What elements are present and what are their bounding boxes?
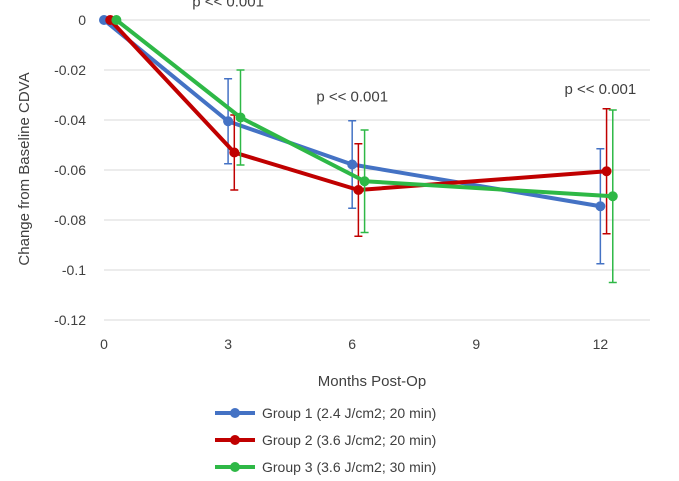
- legend-label: Group 1 (2.4 J/cm2; 20 min): [262, 405, 436, 421]
- p-value-annotation: p << 0.001: [564, 81, 636, 98]
- y-axis-title: Change from Baseline CDVA: [16, 72, 33, 265]
- x-tick-label: 3: [224, 336, 232, 352]
- legend-marker: [230, 462, 240, 472]
- legend-marker: [230, 408, 240, 418]
- legend-marker: [230, 435, 240, 445]
- legend: Group 1 (2.4 J/cm2; 20 min) Group 2 (3.6 …: [215, 405, 436, 475]
- legend-label: Group 3 (3.6 J/cm2; 30 min): [262, 459, 436, 475]
- data-point: [111, 15, 122, 25]
- annotations: p << 0.001 p << 0.001 p << 0.001: [192, 0, 636, 105]
- series-layer: [99, 15, 618, 284]
- series-line: [108, 18, 607, 192]
- legend-label: Group 2 (3.6 J/cm2; 20 min): [262, 432, 436, 448]
- y-tick-label: -0.02: [54, 62, 86, 78]
- y-tick-label: -0.1: [62, 262, 86, 278]
- x-tick-label: 9: [472, 336, 480, 352]
- legend-item: Group 2 (3.6 J/cm2; 20 min): [215, 432, 436, 448]
- series-group: [111, 15, 618, 284]
- legend-item: Group 3 (3.6 J/cm2; 30 min): [215, 459, 436, 475]
- x-axis-title: Months Post-Op: [318, 373, 426, 390]
- data-point: [595, 201, 606, 212]
- data-point: [359, 176, 370, 187]
- x-tick-label: 6: [348, 336, 356, 352]
- axes: 0 -0.02 -0.04 -0.06 -0.08 -0.1 -0.12 0 3 6 9 12: [54, 12, 608, 352]
- data-point: [229, 147, 240, 158]
- y-tick-label: -0.06: [54, 162, 86, 178]
- gridlines: [104, 19, 650, 321]
- y-tick-label: -0.12: [54, 312, 86, 328]
- x-tick-label: 12: [593, 336, 609, 352]
- data-point: [607, 191, 618, 202]
- y-tick-label: 0: [78, 12, 86, 28]
- data-point: [235, 112, 246, 123]
- series-line: [115, 18, 613, 199]
- data-point: [353, 185, 364, 195]
- data-point: [601, 166, 612, 177]
- data-point: [347, 159, 358, 170]
- y-tick-label: -0.08: [54, 212, 86, 228]
- series-group: [105, 15, 612, 237]
- legend-item: Group 1 (2.4 J/cm2; 20 min): [215, 405, 436, 421]
- series-group: [99, 15, 606, 265]
- data-point: [223, 116, 234, 127]
- y-tick-label: -0.04: [54, 112, 86, 128]
- p-value-annotation: p << 0.001: [192, 0, 264, 10]
- x-tick-label: 0: [100, 336, 108, 352]
- p-value-annotation: p << 0.001: [316, 88, 388, 105]
